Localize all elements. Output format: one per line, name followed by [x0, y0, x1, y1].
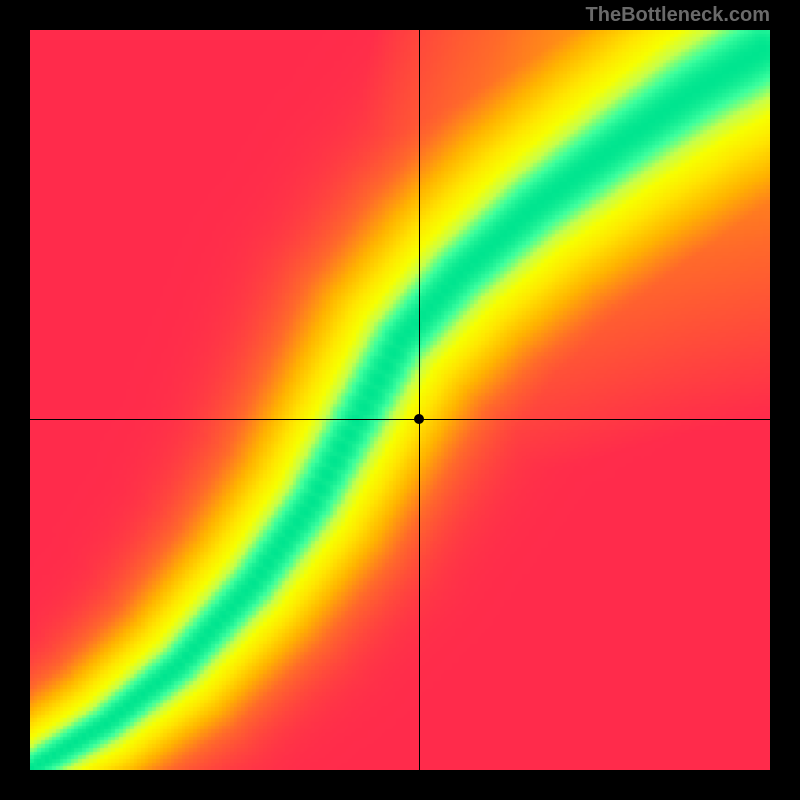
crosshair-vertical: [419, 30, 420, 770]
crosshair-horizontal: [30, 419, 770, 420]
plot-area: [30, 30, 770, 770]
crosshair-marker: [414, 414, 424, 424]
watermark-text: TheBottleneck.com: [586, 4, 770, 27]
heatmap-canvas: [30, 30, 770, 770]
